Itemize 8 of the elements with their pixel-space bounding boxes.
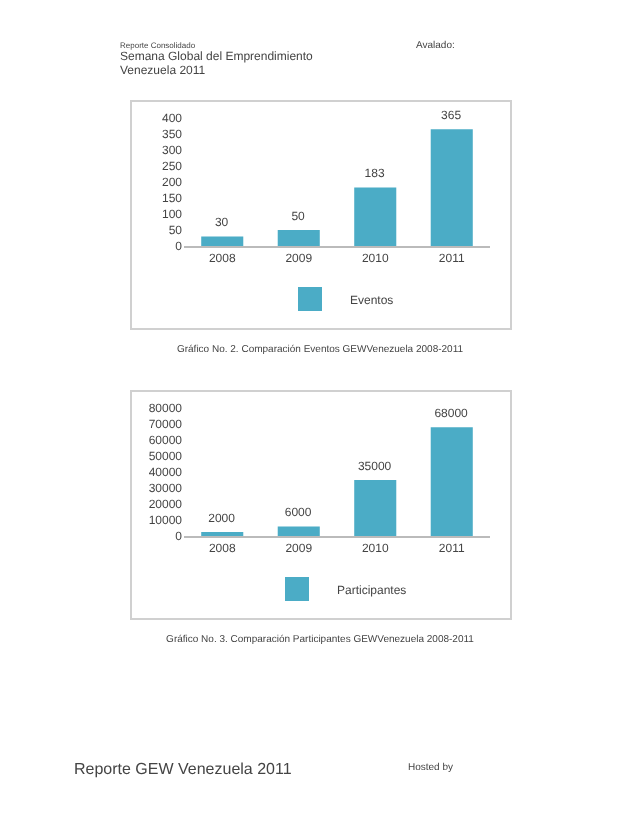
- bar: [201, 236, 244, 246]
- bar: [354, 480, 397, 536]
- bar: [430, 129, 473, 246]
- bar: [430, 427, 473, 536]
- bar: [354, 187, 397, 246]
- bar: [277, 230, 320, 246]
- bar: [277, 526, 320, 536]
- text: Reporte GEW Venezuela 2011: [74, 760, 292, 778]
